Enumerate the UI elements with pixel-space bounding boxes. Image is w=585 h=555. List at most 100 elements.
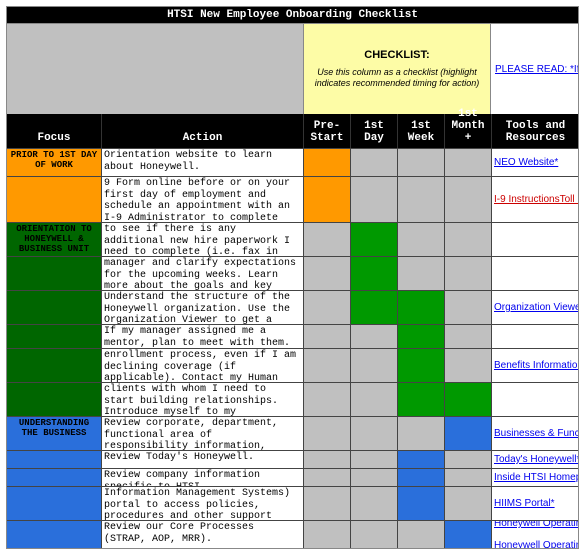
tools-cell: Inside HTSI Homepage* bbox=[492, 469, 579, 486]
resource-link[interactable]: Inside HTSI Homepage* bbox=[494, 472, 579, 483]
action-cell: 9 Form online before or on your first da… bbox=[102, 177, 304, 222]
focus-cell: ORIENTATION TO HONEYWELL & BUSINESS UNIT bbox=[7, 223, 102, 256]
timing-cell bbox=[304, 417, 351, 450]
timing-cell bbox=[351, 349, 398, 382]
timing-cell bbox=[398, 257, 445, 290]
timing-cell bbox=[304, 257, 351, 290]
top-right-link-area: PLEASE READ: *If you are not bbox=[491, 24, 578, 114]
table-row: manager and clarify expectations for the… bbox=[7, 256, 578, 290]
timing-cell bbox=[445, 223, 492, 256]
resource-link[interactable]: Benefits Information* bbox=[494, 360, 579, 371]
table-row: If my manager assigned me a mentor, plan… bbox=[7, 324, 578, 348]
top-left-spacer bbox=[7, 24, 304, 114]
focus-cell bbox=[7, 257, 102, 290]
resource-link[interactable]: I-9 InstructionsToll Fr bbox=[494, 194, 579, 205]
resource-link[interactable]: Businesses & Functions Site* bbox=[494, 428, 579, 439]
action-cell: clients with whom I need to start buildi… bbox=[102, 383, 304, 416]
action-cell: Understand the structure of the Honeywel… bbox=[102, 291, 304, 324]
table-row: Information Management Systems) portal t… bbox=[7, 486, 578, 520]
tools-cell: NEO Website* bbox=[492, 149, 579, 176]
timing-cell bbox=[304, 383, 351, 416]
tools-cell bbox=[492, 325, 579, 348]
table-row: ORIENTATION TO HONEYWELL & BUSINESS UNIT… bbox=[7, 222, 578, 256]
timing-cell bbox=[445, 469, 492, 486]
timing-cell bbox=[445, 325, 492, 348]
timing-cell bbox=[304, 291, 351, 324]
focus-cell bbox=[7, 177, 102, 222]
focus-cell bbox=[7, 451, 102, 468]
resource-link[interactable]: Today's Honeywell* bbox=[494, 454, 579, 465]
focus-cell bbox=[7, 487, 102, 520]
checklist-note-box: CHECKLIST: Use this column as a checklis… bbox=[304, 24, 491, 114]
focus-cell: PRIOR TO 1ST DAY OF WORK bbox=[7, 149, 102, 176]
tools-cell bbox=[492, 257, 579, 290]
timing-cell bbox=[398, 469, 445, 486]
tools-cell: I-9 InstructionsToll Fr bbox=[492, 177, 579, 222]
tools-cell: Today's Honeywell* bbox=[492, 451, 579, 468]
title-bar: HTSI New Employee Onboarding Checklist bbox=[7, 7, 578, 24]
timing-cell bbox=[398, 149, 445, 176]
timing-cell bbox=[445, 257, 492, 290]
timing-cell bbox=[351, 417, 398, 450]
table-row: clients with whom I need to start buildi… bbox=[7, 382, 578, 416]
timing-cell bbox=[304, 349, 351, 382]
timing-cell bbox=[445, 291, 492, 324]
header-tools: Tools and Resources bbox=[492, 114, 579, 148]
timing-cell bbox=[351, 521, 398, 548]
action-cell: Review Today's Honeywell. bbox=[102, 451, 304, 468]
resource-link[interactable]: Honeywell Operating Model* bbox=[494, 521, 579, 529]
focus-cell bbox=[7, 325, 102, 348]
tools-cell: Businesses & Functions Site* bbox=[492, 417, 579, 450]
table-row: 9 Form online before or on your first da… bbox=[7, 176, 578, 222]
resource-link[interactable]: Honeywell Operating Model Vid bbox=[494, 540, 579, 548]
header-1st-day: 1st Day bbox=[351, 114, 398, 148]
focus-cell bbox=[7, 291, 102, 324]
tools-cell bbox=[492, 223, 579, 256]
checklist-frame: HTSI New Employee Onboarding Checklist C… bbox=[6, 6, 579, 549]
timing-cell bbox=[445, 521, 492, 548]
timing-cell bbox=[304, 451, 351, 468]
timing-cell bbox=[398, 451, 445, 468]
timing-cell bbox=[398, 383, 445, 416]
table-row: enrollment process, even if I am declini… bbox=[7, 348, 578, 382]
tools-cell: Benefits Information* bbox=[492, 349, 579, 382]
timing-cell bbox=[398, 223, 445, 256]
timing-cell bbox=[304, 177, 351, 222]
header-1st-week: 1st Week bbox=[398, 114, 445, 148]
action-cell: If my manager assigned me a mentor, plan… bbox=[102, 325, 304, 348]
timing-cell bbox=[351, 223, 398, 256]
action-cell: Review company information specific to H… bbox=[102, 469, 304, 486]
timing-cell bbox=[351, 325, 398, 348]
resource-link[interactable]: Organization Viewer* bbox=[494, 302, 579, 313]
top-area: CHECKLIST: Use this column as a checklis… bbox=[7, 24, 578, 114]
timing-cell bbox=[445, 417, 492, 450]
timing-cell bbox=[351, 487, 398, 520]
focus-cell bbox=[7, 469, 102, 486]
table-row: Review company information specific to H… bbox=[7, 468, 578, 486]
action-cell: to see if there is any additional new hi… bbox=[102, 223, 304, 256]
timing-cell bbox=[351, 383, 398, 416]
timing-cell bbox=[398, 177, 445, 222]
timing-cell bbox=[351, 149, 398, 176]
table-row: UNDERSTANDING THE BUSINESSReview corpora… bbox=[7, 416, 578, 450]
tools-cell bbox=[492, 383, 579, 416]
action-cell: enrollment process, even if I am declini… bbox=[102, 349, 304, 382]
resource-link[interactable]: NEO Website* bbox=[494, 157, 558, 168]
focus-cell bbox=[7, 349, 102, 382]
header-row: Focus Action Pre-Start 1st Day 1st Week … bbox=[7, 114, 578, 148]
checklist-note-sub: Use this column as a checklist (highligh… bbox=[310, 67, 484, 89]
timing-cell bbox=[304, 149, 351, 176]
header-prestart: Pre-Start bbox=[304, 114, 351, 148]
timing-cell bbox=[351, 469, 398, 486]
table-row: Understand the structure of the Honeywel… bbox=[7, 290, 578, 324]
focus-cell bbox=[7, 521, 102, 548]
table-row: Review our Core Processes (STRAP, AOP, M… bbox=[7, 520, 578, 548]
timing-cell bbox=[398, 325, 445, 348]
tools-cell: Organization Viewer* bbox=[492, 291, 579, 324]
table-row: Review Today's Honeywell. Today's Honeywe… bbox=[7, 450, 578, 468]
table-row: PRIOR TO 1ST DAY OF WORKOrientation webs… bbox=[7, 148, 578, 176]
timing-cell bbox=[445, 177, 492, 222]
please-read-link[interactable]: PLEASE READ: *If you are not bbox=[495, 64, 578, 75]
timing-cell bbox=[398, 417, 445, 450]
timing-cell bbox=[445, 149, 492, 176]
